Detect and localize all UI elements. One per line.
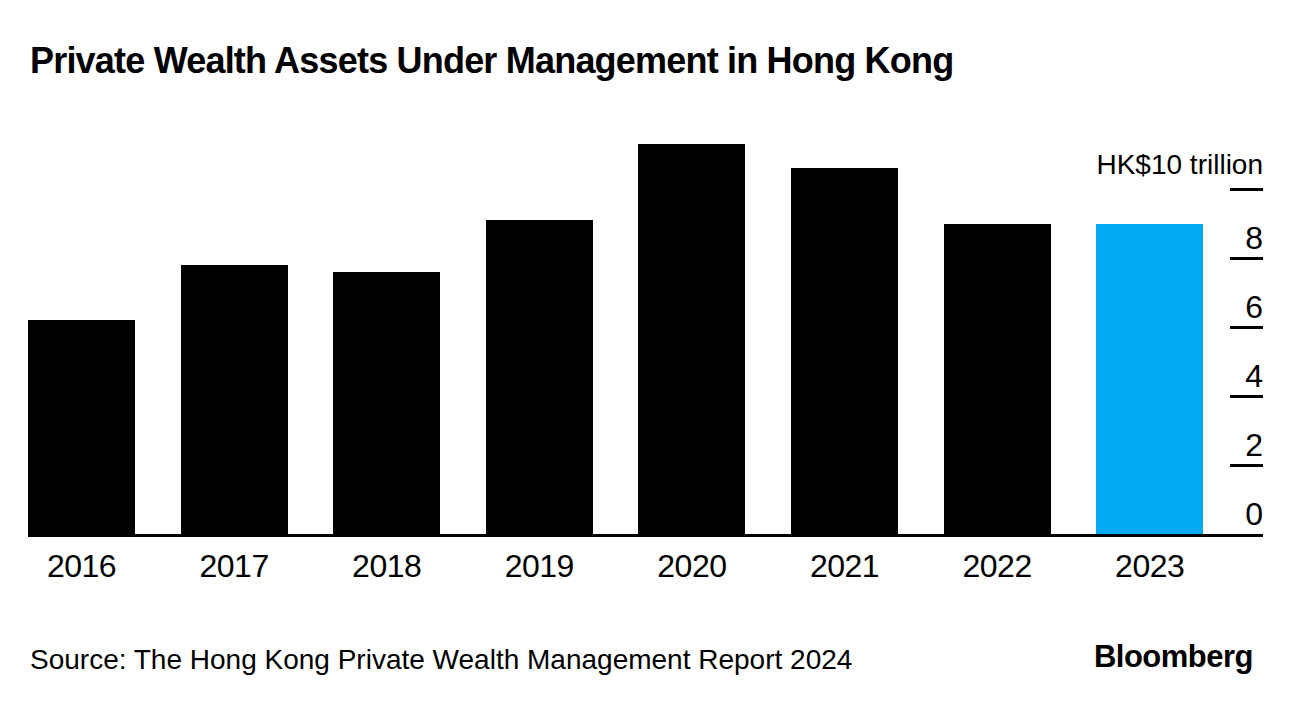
bloomberg-logo: Bloomberg	[1094, 640, 1253, 674]
bar-2018	[333, 272, 440, 534]
x-axis-label-2021: 2021	[765, 549, 925, 583]
x-axis-label-2017: 2017	[154, 549, 314, 583]
x-axis-label-2022: 2022	[917, 549, 1077, 583]
chart-canvas: Private Wealth Assets Under Management i…	[0, 0, 1292, 702]
x-axis-line	[28, 534, 1263, 537]
y-tick-dash-8	[1230, 257, 1263, 260]
y-axis-unit-label: HK$10 trillion	[1096, 150, 1263, 180]
y-tick-dash-6	[1230, 326, 1263, 329]
plot-area: HK$10 trillion 2016201720182019202020212…	[0, 0, 1292, 702]
x-axis-label-2019: 2019	[459, 549, 619, 583]
source-note: Source: The Hong Kong Private Wealth Man…	[30, 644, 852, 676]
y-tick-label-0: 0	[1143, 498, 1263, 530]
bar-2016	[28, 320, 135, 534]
y-tick-dash-4	[1230, 395, 1263, 398]
y-tick-label-8: 8	[1143, 222, 1263, 254]
bar-2019	[486, 220, 593, 534]
bar-2017	[181, 265, 288, 534]
x-axis-label-2016: 2016	[2, 549, 162, 583]
x-axis-label-2023: 2023	[1070, 549, 1230, 583]
bar-2022	[944, 224, 1051, 535]
x-axis-label-2018: 2018	[307, 549, 467, 583]
y-tick-label-6: 6	[1143, 291, 1263, 323]
y-tick-label-2: 2	[1143, 429, 1263, 461]
x-axis-label-2020: 2020	[612, 549, 772, 583]
bar-2020	[638, 144, 745, 534]
y-tick-dash-2	[1230, 464, 1263, 467]
y-tick-dash-10	[1230, 188, 1263, 191]
bar-2021	[791, 168, 898, 534]
y-tick-label-4: 4	[1143, 360, 1263, 392]
